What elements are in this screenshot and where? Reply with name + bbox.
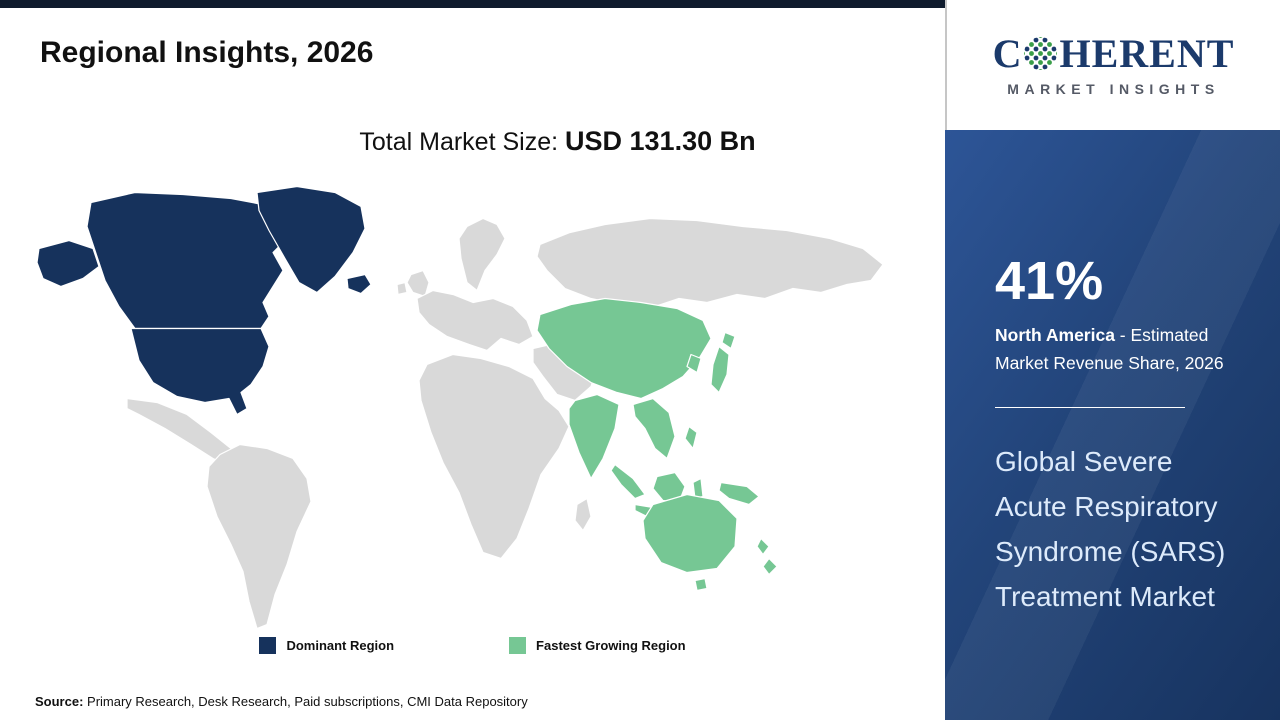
map-other-regions — [126, 217, 884, 630]
map-new-guinea — [718, 481, 760, 506]
map-new-zealand-south — [762, 557, 778, 576]
world-map — [36, 185, 884, 630]
map-india — [568, 393, 620, 480]
map-southeast-asia — [632, 397, 676, 460]
map-africa — [418, 353, 570, 560]
panel-divider — [995, 407, 1185, 409]
market-share-value: 41% — [995, 251, 1104, 311]
total-market-size: Total Market Size: USD 131.30 Bn — [85, 126, 1030, 157]
map-sulawesi — [692, 477, 704, 500]
map-japan-north — [721, 331, 736, 350]
brand-letter-c: C — [992, 30, 1023, 76]
total-market-size-label: Total Market Size: — [359, 128, 566, 156]
fastest-growing-region-swatch — [509, 637, 527, 654]
legend-item-fastest: Fastest Growing Region — [509, 637, 686, 654]
map-greenland — [256, 185, 366, 294]
map-sumatra — [610, 463, 646, 500]
map-alaska — [36, 239, 100, 288]
market-share-region: North America — [995, 325, 1115, 346]
page-title: Regional Insights, 2026 — [40, 36, 374, 69]
fastest-growing-region-label: Fastest Growing Region — [536, 638, 686, 653]
brand-wordmark: C HERENT — [992, 30, 1235, 76]
map-fastest-growing-region-asia-pacific — [536, 297, 778, 592]
source-label: Source: — [35, 694, 84, 709]
brand-tagline: MARKET INSIGHTS — [1007, 80, 1220, 97]
dotted-globe-icon — [1024, 37, 1058, 70]
map-usa — [130, 327, 270, 416]
map-iceland — [346, 273, 372, 295]
map-south-america — [206, 443, 312, 630]
dominant-region-label: Dominant Region — [286, 638, 395, 653]
report-title: Global Severe Acute Respiratory Syndrome… — [995, 446, 1226, 612]
legend-item-dominant: Dominant Region — [259, 637, 394, 654]
map-russia — [536, 217, 884, 310]
map-madagascar — [574, 497, 592, 532]
brand-logo: C HERENT MARKET INSIGHTS — [945, 0, 1280, 130]
source-text: Primary Research, Desk Research, Paid su… — [83, 694, 528, 709]
map-tasmania — [694, 577, 708, 592]
map-australia — [642, 493, 738, 574]
total-market-size-value: USD 131.30 Bn — [565, 126, 756, 156]
map-china-central-asia — [536, 297, 712, 400]
map-united-kingdom — [406, 269, 430, 298]
map-europe — [416, 289, 534, 352]
map-japan — [710, 345, 730, 394]
map-korea — [686, 353, 702, 374]
dominant-region-swatch — [259, 637, 277, 654]
brand-letters-rest: HERENT — [1059, 30, 1235, 76]
top-accent-bar — [0, 0, 945, 8]
map-canada — [86, 191, 298, 330]
map-dominant-region-north-america — [36, 185, 372, 416]
right-panel: C HERENT MARKET INSIGHTS 41% North Ameri… — [945, 0, 1280, 720]
map-legend: Dominant Region Fastest Growing Region — [0, 637, 945, 654]
market-share-rest: - Estimated Market Revenue Share, 2026 — [995, 325, 1224, 374]
market-share-description: North America - Estimated Market Revenue… — [995, 321, 1253, 377]
map-ireland — [396, 281, 408, 296]
main-content: Regional Insights, 2026 Total Market Siz… — [0, 0, 945, 709]
map-scandinavia — [458, 217, 506, 292]
map-new-zealand-north — [756, 537, 770, 556]
source-line: Source: Primary Research, Desk Research,… — [35, 694, 528, 709]
map-philippines — [684, 425, 698, 450]
highlight-panel: 41% North America - Estimated Market Rev… — [945, 130, 1280, 720]
